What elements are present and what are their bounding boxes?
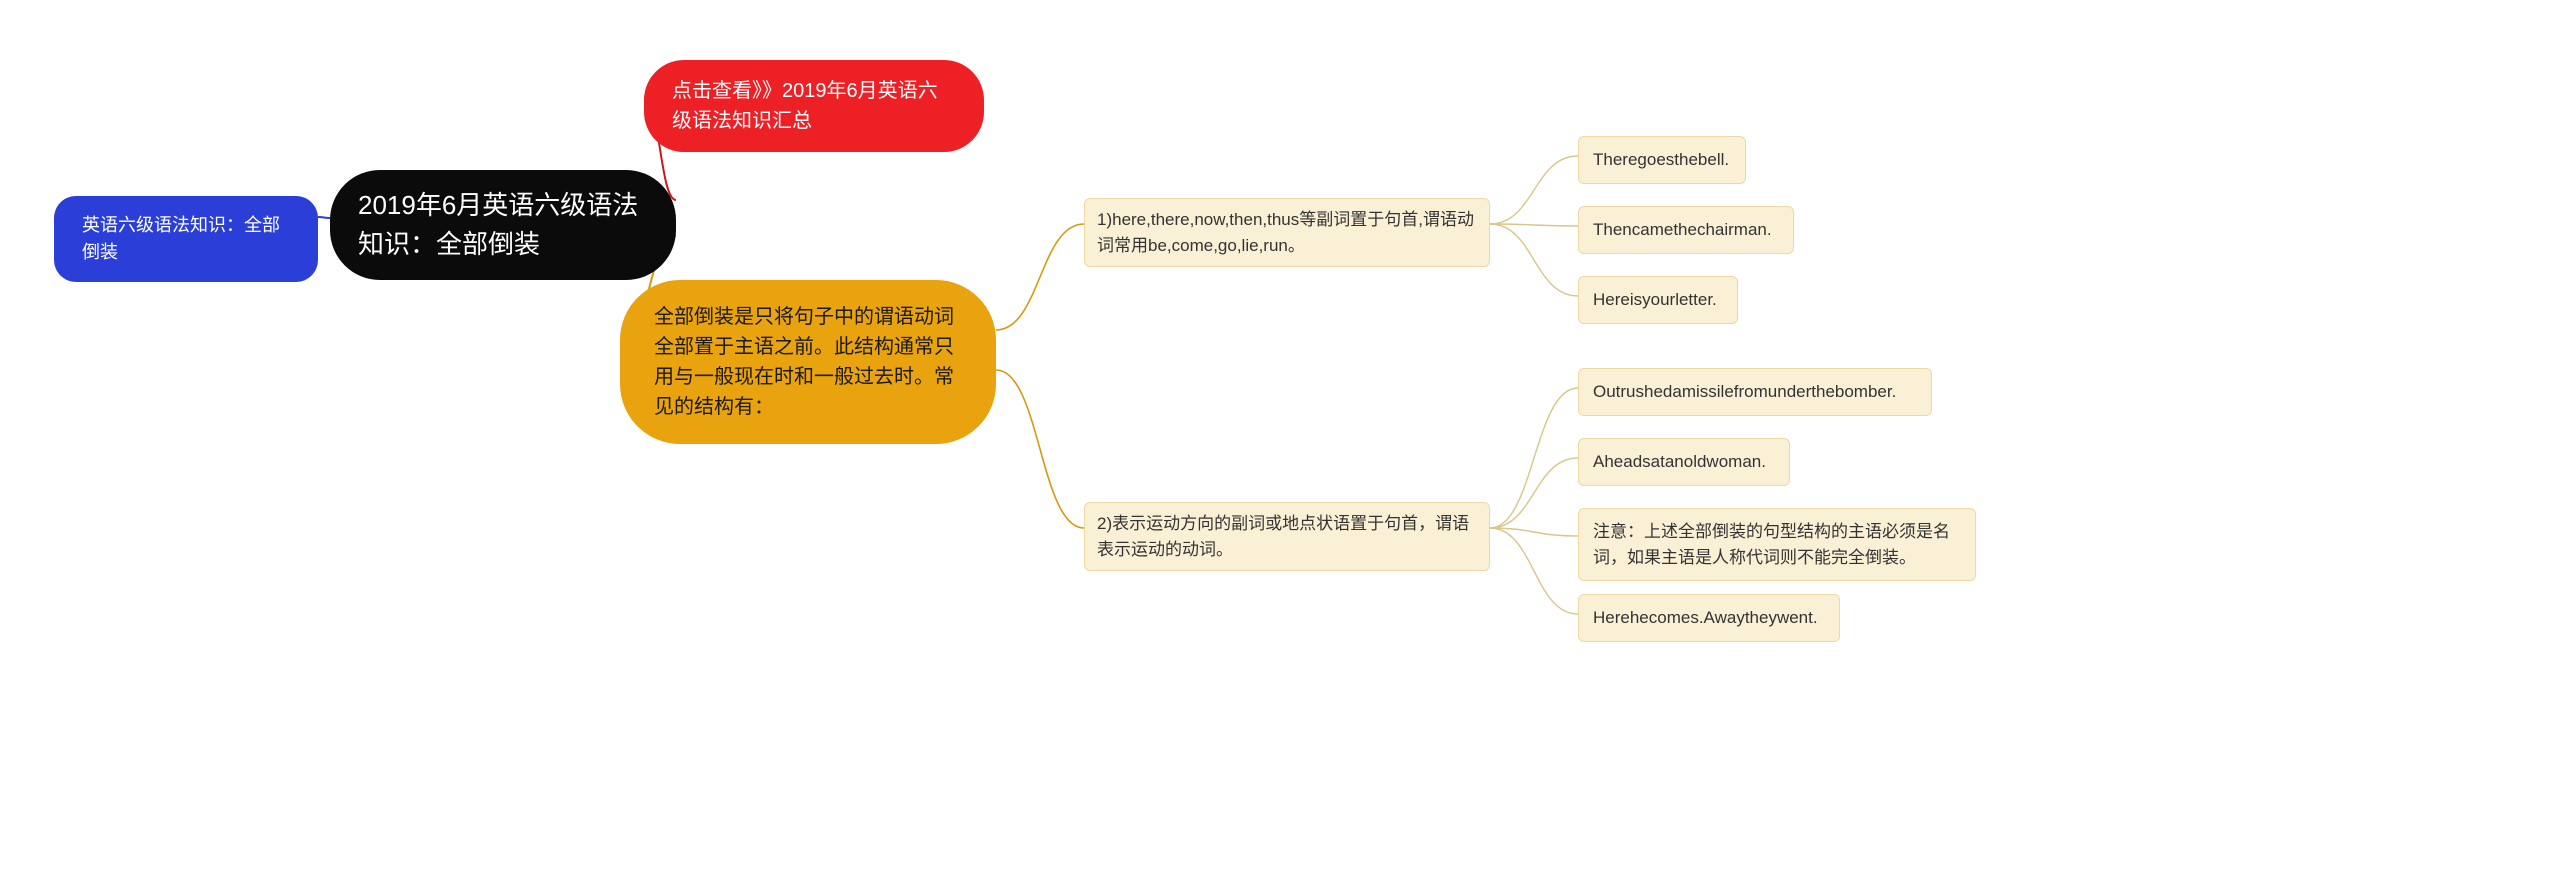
leaf-label: Aheadsatanoldwoman. bbox=[1593, 449, 1766, 475]
red-node[interactable]: 点击查看》》2019年6月英语六级语法知识汇总 bbox=[644, 60, 984, 152]
leaf-label: 注意：上述全部倒装的句型结构的主语必须是名词，如果主语是人称代词则不能完全倒装。 bbox=[1593, 519, 1961, 570]
leaf-node[interactable]: Aheadsatanoldwoman. bbox=[1578, 438, 1790, 486]
leaf-node[interactable]: Theregoesthebell. bbox=[1578, 136, 1746, 184]
amber-node[interactable]: 全部倒装是只将句子中的谓语动词全部置于主语之前。此结构通常只用与一般现在时和一般… bbox=[620, 280, 996, 444]
sub1-label: 1)here,there,now,then,thus等副词置于句首,谓语动词常用… bbox=[1097, 207, 1477, 258]
left-label: 英语六级语法知识：全部倒装 bbox=[82, 212, 290, 266]
leaf-node[interactable]: Outrushedamissilefromunderthebomber. bbox=[1578, 368, 1932, 416]
root-node[interactable]: 2019年6月英语六级语法知识：全部倒装 bbox=[330, 170, 676, 280]
sub-node-1[interactable]: 1)here,there,now,then,thus等副词置于句首,谓语动词常用… bbox=[1084, 198, 1490, 267]
leaf-label: Outrushedamissilefromunderthebomber. bbox=[1593, 379, 1896, 405]
leaf-node[interactable]: Herehecomes.Awaytheywent. bbox=[1578, 594, 1840, 642]
connector-layer bbox=[0, 0, 2560, 883]
leaf-node[interactable]: Hereisyourletter. bbox=[1578, 276, 1738, 324]
leaf-label: Herehecomes.Awaytheywent. bbox=[1593, 605, 1818, 631]
leaf-node[interactable]: 注意：上述全部倒装的句型结构的主语必须是名词，如果主语是人称代词则不能完全倒装。 bbox=[1578, 508, 1976, 581]
sub2-label: 2)表示运动方向的副词或地点状语置于句首，谓语表示运动的动词。 bbox=[1097, 511, 1477, 562]
sub-node-2[interactable]: 2)表示运动方向的副词或地点状语置于句首，谓语表示运动的动词。 bbox=[1084, 502, 1490, 571]
root-label: 2019年6月英语六级语法知识：全部倒装 bbox=[358, 186, 648, 264]
amber-label: 全部倒装是只将句子中的谓语动词全部置于主语之前。此结构通常只用与一般现在时和一般… bbox=[654, 302, 962, 422]
red-label: 点击查看》》2019年6月英语六级语法知识汇总 bbox=[672, 76, 956, 136]
leaf-node[interactable]: Thencamethechairman. bbox=[1578, 206, 1794, 254]
leaf-label: Thencamethechairman. bbox=[1593, 217, 1772, 243]
mindmap-canvas: 2019年6月英语六级语法知识：全部倒装 英语六级语法知识：全部倒装 点击查看》… bbox=[0, 0, 2560, 883]
leaf-label: Hereisyourletter. bbox=[1593, 287, 1717, 313]
leaf-label: Theregoesthebell. bbox=[1593, 147, 1729, 173]
left-node[interactable]: 英语六级语法知识：全部倒装 bbox=[54, 196, 318, 282]
